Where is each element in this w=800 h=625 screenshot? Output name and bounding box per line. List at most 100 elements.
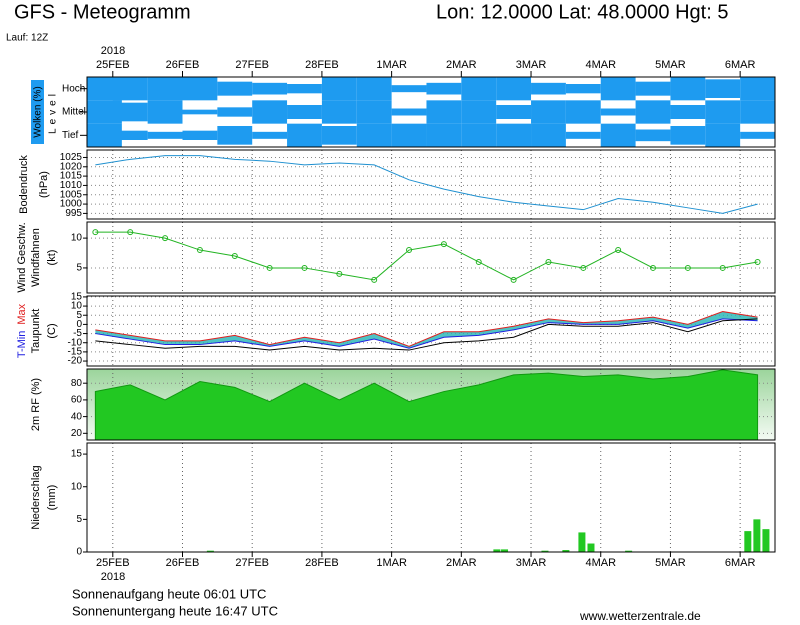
cloud-cell <box>740 131 775 139</box>
y-tick-label: 0 <box>76 319 82 330</box>
axis-label: Bodendruck <box>18 155 30 214</box>
cloud-cell <box>496 123 532 147</box>
precip-bar <box>541 550 549 552</box>
y-tick-label: -5 <box>73 328 82 339</box>
y-tick-label: 5 <box>76 263 82 274</box>
panel-frame <box>86 76 776 148</box>
y-tick-label: 1025 <box>60 152 83 163</box>
y-tick-label: 1010 <box>60 180 83 191</box>
cloud-cell <box>252 82 288 95</box>
axis-label: (hPa) <box>38 171 50 198</box>
cloud-cell <box>87 123 122 147</box>
wind-point <box>162 235 169 242</box>
x-tick-label: 28FEB <box>305 59 339 71</box>
cloud-cell <box>426 123 462 147</box>
cloud-cell <box>356 123 392 147</box>
sunrise: Sonnenaufgang heute 06:01 UTC <box>72 586 266 601</box>
legend-entry: Max <box>16 303 28 324</box>
wind-point <box>406 247 413 254</box>
cloud-cell <box>635 129 671 142</box>
cloud-cell <box>496 77 532 101</box>
cloud-cell <box>287 84 322 94</box>
wind-point <box>615 247 622 254</box>
cloud-cell <box>252 100 288 124</box>
level-label: Tief <box>62 130 79 141</box>
wind-point <box>301 264 308 271</box>
y-tick-label: -10 <box>68 337 83 348</box>
year-top: 2018 <box>101 45 125 57</box>
axis-label: Wolken (%) <box>33 86 44 138</box>
cloud-cell <box>426 82 462 95</box>
axis-label: 2m RF (%) <box>30 378 42 431</box>
cloud-cell <box>112 102 148 122</box>
wind-point <box>336 270 343 277</box>
sunset: Sonnenuntergang heute 16:47 UTC <box>72 603 278 618</box>
location: Lon: 12.0000 Lat: 48.0000 Hgt: 5 <box>436 1 728 23</box>
axis-label: (kt) <box>46 250 58 266</box>
cloud-cell <box>635 81 671 96</box>
y-tick-label: 0 <box>76 547 82 558</box>
panel-frame <box>86 149 776 220</box>
label-bg <box>31 80 44 144</box>
temp-line <box>95 318 758 351</box>
y-tick-label: 10 <box>71 481 83 492</box>
level-label: Mittel <box>62 107 86 118</box>
cloud-cell <box>391 85 427 93</box>
cloud-cell <box>356 77 392 101</box>
cloud-cell <box>147 100 183 124</box>
cloud-cell <box>565 131 601 139</box>
cloud-cell <box>112 130 148 140</box>
wind-point <box>440 241 447 248</box>
cloud-cell <box>635 100 671 124</box>
y-tick-label: 5 <box>76 514 82 525</box>
y-tick-label: 40 <box>71 411 83 422</box>
cloud-cell <box>705 79 741 98</box>
wind-point <box>650 264 657 271</box>
cloud-cell <box>461 100 497 124</box>
cloud-cell <box>182 109 218 115</box>
wind-point <box>545 258 552 265</box>
axis-label: Taupunkt <box>30 309 42 354</box>
cloud-cell <box>461 123 497 147</box>
cloud-cell <box>217 126 253 145</box>
temp-range <box>95 311 758 349</box>
cloud-cell <box>565 100 601 124</box>
panel-frame <box>86 442 776 553</box>
cloud-cell <box>391 108 427 116</box>
x-tick-label: 3MAR <box>516 59 547 71</box>
wind-line <box>95 231 758 281</box>
axis-label: (C) <box>46 323 58 338</box>
cloud-cell <box>531 82 566 95</box>
cloud-cell <box>740 77 775 101</box>
y-tick-label: 995 <box>65 208 82 219</box>
precip-bar <box>762 529 770 552</box>
x-tick-label: 26FEB <box>166 59 200 71</box>
cloud-cell <box>147 131 183 139</box>
x-tick-label: 5MAR <box>655 557 686 569</box>
wind-point <box>92 229 99 236</box>
y-tick-label: 80 <box>71 378 83 389</box>
x-tick-label: 28FEB <box>305 557 339 569</box>
y-tick-label: -20 <box>68 356 83 367</box>
cloud-cell <box>252 131 288 139</box>
year-bottom: 2018 <box>101 571 125 583</box>
wind-point <box>719 264 726 271</box>
cloud-cell <box>565 84 601 94</box>
cloud-cell <box>426 100 462 124</box>
precip-bar <box>753 519 761 552</box>
precip-bar <box>587 543 595 552</box>
y-tick-label: 1020 <box>60 161 83 172</box>
cloud-cell <box>147 77 183 101</box>
cloud-cell <box>496 105 532 119</box>
site: www.wetterzentrale.de <box>579 609 701 623</box>
cloud-cell <box>531 100 566 124</box>
cloud-cell <box>740 100 775 124</box>
wind-point <box>510 276 517 283</box>
wind-point <box>127 229 134 236</box>
cloud-cell <box>600 123 636 147</box>
cloud-cell <box>531 123 566 147</box>
wind-point <box>371 276 378 283</box>
y-tick-label: -15 <box>68 347 83 358</box>
y-tick-label: 1015 <box>60 171 83 182</box>
